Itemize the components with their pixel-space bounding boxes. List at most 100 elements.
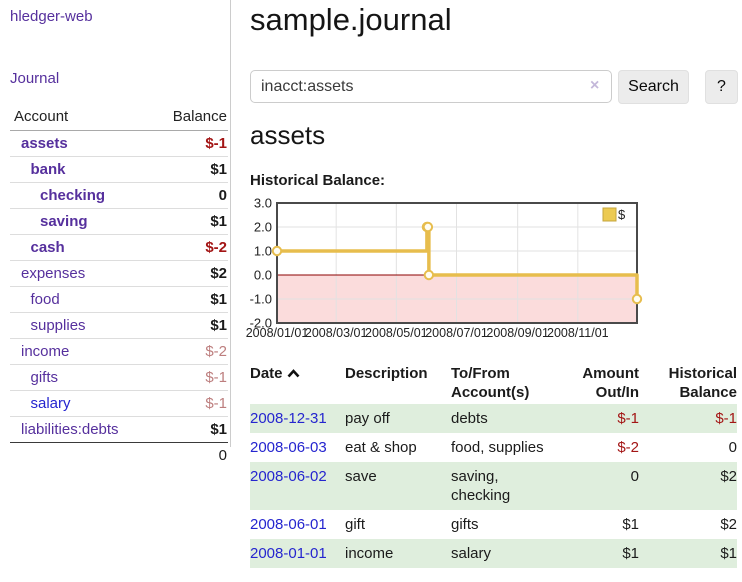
col-amount: Amount Out/In — [557, 362, 639, 404]
col-amount-line2: Out/In — [595, 384, 639, 401]
y-tick-label: 1.0 — [254, 244, 272, 259]
account-link-expenses[interactable]: expenses — [21, 265, 86, 282]
register-cell-description: save — [345, 468, 377, 485]
account-row: checking 0 — [10, 182, 228, 209]
register-cell-accounts: salary — [451, 545, 492, 562]
register-cell-accounts: food, supplies — [451, 439, 544, 456]
account-balance: $2 — [151, 260, 228, 287]
col-amount-line1: Amount — [582, 365, 639, 382]
accounts-total-balance: 0 — [151, 442, 228, 468]
register-cell-accounts: gifts — [451, 516, 479, 533]
register-cell-balance: $1 — [720, 545, 737, 562]
register-table: Date Description To/From Account(s) Amou… — [250, 362, 737, 568]
register-cell-balance: $2 — [720, 516, 737, 533]
account-row: assets $-1 — [10, 131, 228, 157]
register-cell-amount: $-2 — [617, 439, 639, 456]
col-balance-line2: Balance — [679, 384, 737, 401]
sidebar: hledger-web Journal Account Balance asse… — [0, 0, 231, 582]
x-tick-label: 2008/01/01 — [246, 326, 309, 340]
search-clear-icon[interactable]: × — [590, 77, 600, 94]
plot-border — [276, 202, 638, 324]
account-link-salary[interactable]: salary — [30, 395, 71, 412]
transaction-date-link[interactable]: 2008-12-31 — [250, 410, 327, 427]
account-row: supplies $1 — [10, 312, 228, 339]
register-cell-amount: $1 — [622, 516, 639, 533]
col-balance: Historical Balance — [639, 362, 737, 404]
register-cell-description: pay off — [345, 410, 390, 427]
register-cell-date: 2008-01-01 — [250, 539, 345, 568]
register-cell-accounts: saving, checking — [451, 468, 511, 504]
account-row: saving $1 — [10, 208, 228, 235]
register-cell-date: 2008-06-01 — [250, 510, 345, 539]
search-input[interactable] — [250, 70, 612, 103]
register-cell-amount: $1 — [622, 545, 639, 562]
account-balance: $-2 — [151, 234, 228, 261]
account-link-assets[interactable]: assets — [21, 135, 68, 152]
account-row: gifts $-1 — [10, 364, 228, 391]
account-link-cash[interactable]: cash — [30, 239, 65, 256]
col-description: Description — [345, 365, 428, 382]
account-balance: $1 — [151, 416, 228, 443]
register-cell-date: 2008-06-02 — [250, 462, 345, 510]
register-row: 2008-06-03 eat & shop food, supplies $-2 0 — [250, 433, 737, 462]
x-tick-label: 2008/05/01 — [365, 326, 428, 340]
account-link-income[interactable]: income — [21, 343, 70, 360]
register-row: 2008-06-01 gift gifts $1 $2 — [250, 510, 737, 539]
app-brand-link[interactable]: hledger-web — [10, 8, 93, 25]
col-balance-line1: Historical — [668, 365, 737, 382]
account-row: expenses $2 — [10, 260, 228, 287]
account-balance: $-1 — [151, 364, 228, 391]
chart-title: Historical Balance: — [250, 172, 386, 189]
account-link-supplies[interactable]: supplies — [30, 317, 86, 334]
col-tofrom-line1: To/From — [451, 365, 510, 382]
account-link-checking[interactable]: checking — [40, 187, 106, 204]
account-link-saving[interactable]: saving — [40, 213, 88, 230]
nav-journal-link[interactable]: Journal — [10, 70, 60, 87]
account-link-bank[interactable]: bank — [30, 161, 66, 178]
help-button[interactable]: ? — [705, 70, 738, 104]
transaction-date-link[interactable]: 2008-06-02 — [250, 468, 327, 485]
transaction-date-link[interactable]: 2008-01-01 — [250, 545, 327, 562]
y-tick-label: 0.0 — [254, 268, 272, 283]
y-tick-label: -2.0 — [250, 316, 272, 331]
accounts-col-account: Account — [10, 105, 152, 131]
account-balance: 0 — [151, 182, 228, 209]
transaction-date-link[interactable]: 2008-06-01 — [250, 516, 327, 533]
account-row: bank $1 — [10, 156, 228, 183]
data-point-marker — [423, 269, 435, 281]
x-tick-label: 2008/09/01 — [486, 326, 549, 340]
register-cell-amount: 0 — [630, 468, 639, 485]
account-link-food[interactable]: food — [30, 291, 60, 308]
account-balance: $1 — [151, 312, 228, 339]
accounts-col-balance: Balance — [151, 105, 228, 131]
account-balance: $-1 — [151, 390, 228, 417]
register-cell-balance: $-1 — [715, 410, 737, 427]
search-button[interactable]: Search — [618, 70, 689, 104]
register-row: 2008-06-02 save saving, checking 0 $2 — [250, 462, 737, 510]
register-cell-description: income — [345, 545, 394, 562]
col-date[interactable]: Date — [250, 362, 345, 404]
register-cell-balance: $2 — [720, 468, 737, 485]
data-point-marker — [271, 245, 283, 257]
legend-swatch — [602, 207, 617, 222]
register-header-row: Date Description To/From Account(s) Amou… — [250, 362, 737, 404]
historical-balance-chart: $3.0 2.0 1.0 0.0 -1.0 -2.0 2008/01/01 2008/03/0… — [246, 196, 647, 341]
chart-canvas: $3.0 2.0 1.0 0.0 -1.0 -2.02008/01/012008/03/0… — [246, 196, 643, 340]
page-title: sample.journal — [250, 2, 452, 37]
account-balance: $1 — [151, 156, 228, 183]
col-tofrom: To/From Account(s) — [451, 362, 557, 404]
account-balance: $1 — [151, 286, 228, 313]
register-cell-amount: $-1 — [617, 410, 639, 427]
account-heading: assets — [250, 120, 326, 150]
register-row: 2008-12-31 pay off debts $-1 $-1 — [250, 404, 737, 433]
account-link-liabilities-debts[interactable]: liabilities:debts — [21, 421, 119, 438]
transaction-date-link[interactable]: 2008-06-03 — [250, 439, 327, 456]
account-balance: $-2 — [151, 338, 228, 365]
account-link-gifts[interactable]: gifts — [30, 369, 59, 386]
register-cell-description: eat & shop — [345, 439, 417, 456]
account-balance: $1 — [151, 208, 228, 235]
register-cell-description: gift — [345, 516, 366, 533]
x-tick-label: 2008/07/01 — [425, 326, 488, 340]
data-point-marker — [422, 221, 434, 233]
accounts-table: Account Balance assets $-1 bank $1 checking 0… — [10, 105, 228, 468]
